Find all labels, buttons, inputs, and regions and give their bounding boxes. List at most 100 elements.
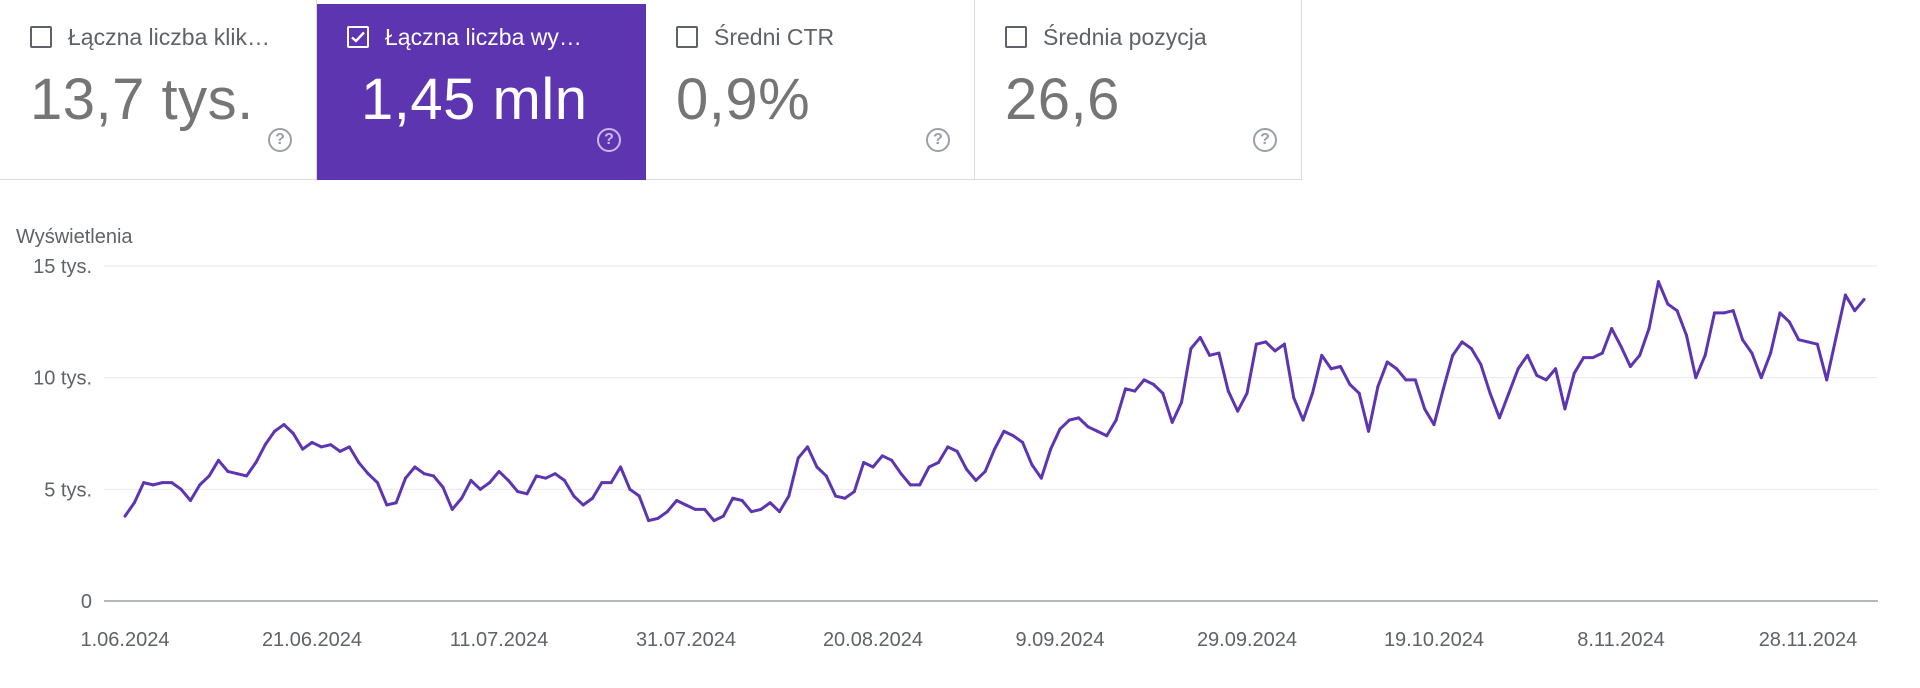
data-point	[852, 490, 856, 494]
data-point	[656, 516, 660, 520]
data-point	[1526, 353, 1529, 357]
data-point	[385, 503, 389, 507]
data-point	[1497, 416, 1501, 420]
data-point	[525, 492, 529, 496]
data-point	[1152, 382, 1155, 386]
data-point	[1479, 362, 1483, 366]
data-point	[516, 490, 520, 494]
data-point	[1460, 340, 1464, 344]
y-tick-label: 10 tys.	[33, 368, 92, 390]
data-point	[562, 478, 566, 482]
data-point	[787, 494, 791, 498]
data-point	[1292, 396, 1296, 400]
help-circle-icon[interactable]: ?	[597, 128, 621, 152]
data-point	[1339, 365, 1342, 368]
x-tick-label: 11.07.2024	[450, 629, 549, 651]
data-point	[1591, 356, 1595, 360]
help-circle-icon[interactable]: ?	[1253, 128, 1277, 152]
data-point	[1067, 418, 1071, 422]
data-point	[534, 474, 538, 478]
metric-card-ctr[interactable]: Średni CTR 0,9% ?	[646, 0, 975, 180]
data-point	[740, 499, 744, 502]
data-point	[1320, 353, 1324, 357]
data-point	[1133, 389, 1137, 393]
data-point	[1713, 311, 1716, 315]
data-point	[263, 443, 267, 447]
data-point	[1095, 429, 1099, 433]
data-point	[1058, 427, 1062, 431]
data-point	[1853, 309, 1857, 313]
metric-card-clicks[interactable]: Łączna liczba klik… 13,7 tys. ?	[0, 0, 317, 180]
data-point	[123, 514, 127, 518]
metric-card-position[interactable]: Średnia pozycja 26,6 ?	[975, 0, 1302, 180]
data-point	[637, 494, 641, 498]
data-point	[1600, 351, 1604, 355]
data-point	[600, 481, 604, 485]
data-point	[1778, 311, 1782, 315]
y-tick-label: 0	[81, 591, 92, 613]
data-point	[1282, 342, 1286, 346]
data-point	[936, 461, 940, 465]
data-point	[824, 474, 828, 478]
x-tick-label: 8.11.2024	[1577, 629, 1665, 651]
data-point	[478, 487, 482, 491]
data-point	[1797, 338, 1801, 342]
data-point	[1656, 280, 1660, 284]
data-point	[347, 445, 351, 449]
data-point	[1619, 344, 1623, 348]
data-point	[1301, 418, 1305, 422]
data-point	[366, 472, 370, 476]
metric-card-impressions[interactable]: Łączna liczba wy… 1,45 mln ?	[317, 4, 646, 180]
data-point	[301, 447, 305, 451]
data-point	[1357, 391, 1361, 395]
data-point	[1582, 356, 1586, 360]
data-point	[899, 472, 903, 476]
data-point	[983, 469, 987, 473]
data-point	[1731, 309, 1735, 313]
data-point	[1741, 338, 1745, 342]
metric-cards: Łączna liczba klik… 13,7 tys. ? Łączna l…	[0, 0, 1302, 181]
data-point	[422, 472, 426, 476]
data-point	[862, 461, 866, 465]
data-point	[581, 503, 585, 507]
data-point	[488, 481, 492, 485]
checkbox-checked-icon[interactable]	[347, 26, 369, 48]
data-point	[768, 501, 772, 505]
checkbox-unchecked-icon[interactable]	[676, 26, 698, 48]
data-point	[375, 481, 379, 485]
data-point	[1647, 327, 1651, 331]
x-tick-label: 20.08.2024	[823, 629, 923, 651]
data-point	[918, 483, 922, 487]
help-circle-icon[interactable]: ?	[926, 128, 950, 152]
data-point	[1011, 434, 1015, 438]
data-point	[1507, 391, 1511, 395]
data-point	[1825, 378, 1829, 382]
data-point	[1273, 349, 1277, 353]
data-point	[1703, 353, 1707, 357]
checkbox-unchecked-icon[interactable]	[30, 26, 52, 48]
data-point	[226, 469, 230, 473]
data-point	[1105, 434, 1109, 438]
data-point	[1769, 351, 1773, 355]
data-point	[1451, 353, 1455, 357]
data-point	[1694, 376, 1698, 380]
data-point	[1114, 418, 1118, 422]
help-circle-icon[interactable]: ?	[268, 128, 292, 152]
data-point	[1367, 429, 1371, 433]
metric-value-clicks: 13,7 tys.	[30, 67, 254, 132]
data-point	[469, 478, 473, 482]
data-point	[647, 519, 651, 523]
y-tick-labels: 0 5 tys. 10 tys. 15 tys.	[33, 256, 92, 613]
data-point	[338, 449, 342, 453]
data-point	[1021, 440, 1025, 444]
data-point	[1142, 378, 1146, 382]
x-tick-label: 28.11.2024	[1759, 629, 1858, 651]
data-point	[1469, 347, 1473, 351]
data-point	[796, 456, 800, 460]
data-point	[1198, 335, 1202, 339]
data-point	[1535, 373, 1539, 377]
checkbox-unchecked-icon[interactable]	[1005, 26, 1027, 48]
metric-title-clicks: Łączna liczba klik…	[68, 24, 270, 50]
data-point	[965, 467, 968, 471]
data-point	[880, 454, 884, 458]
